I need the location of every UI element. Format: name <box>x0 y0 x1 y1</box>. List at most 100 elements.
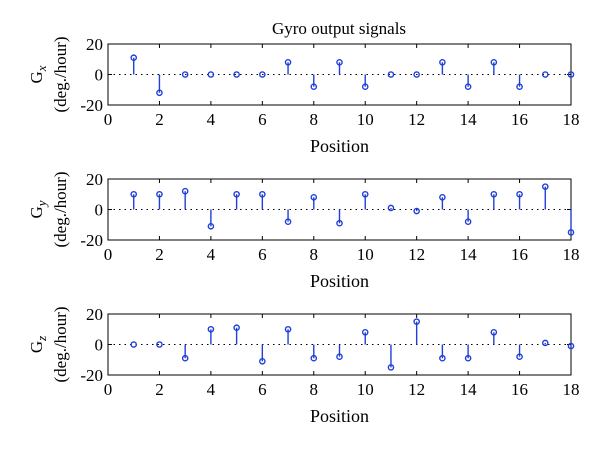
y-axis-symbol-subscript: z <box>34 336 49 342</box>
stem-marker-z-8 <box>310 354 318 362</box>
stem-marker-y-8 <box>310 193 318 201</box>
y-axis-symbol-letter: G <box>27 341 46 353</box>
stem-marker-y-18 <box>567 229 575 236</box>
stem-marker-x-18 <box>567 71 575 78</box>
x-tick-label: 10 <box>357 380 374 399</box>
stem-marker-y-10 <box>361 190 369 198</box>
stem-marker-y-12 <box>413 207 420 215</box>
y-axis-unit-x: (deg./hour) <box>51 36 70 112</box>
y-axis-unit-z: (deg./hour) <box>51 306 70 382</box>
stem-marker-x-9 <box>336 59 343 66</box>
x-axis-label-x: Position <box>310 136 369 156</box>
stem-marker-z-14 <box>464 354 472 362</box>
stem-marker-z-5 <box>233 324 240 332</box>
stem-marker-z-18 <box>567 342 575 350</box>
stem-marker-x-17 <box>541 71 549 78</box>
figure-title: Gyro output signals <box>272 19 406 38</box>
x-tick-label: 16 <box>511 245 528 264</box>
stem-marker-z-9 <box>336 353 343 361</box>
y-tick-label: -20 <box>80 231 103 250</box>
x-tick-label: 12 <box>408 380 425 399</box>
stem-marker-y-14 <box>464 218 472 225</box>
x-tick-label: 16 <box>511 380 528 399</box>
x-axis-label-y: Position <box>310 271 369 291</box>
y-axis-symbol-z: Gz <box>27 336 49 353</box>
x-tick-label: 10 <box>357 245 374 264</box>
stem-marker-x-5 <box>233 71 240 78</box>
stem-marker-x-4 <box>207 71 215 78</box>
stem-marker-z-12 <box>413 318 420 325</box>
x-tick-label: 14 <box>460 380 478 399</box>
x-tick-label: 2 <box>155 245 164 264</box>
x-tick-label: 6 <box>258 380 267 399</box>
y-axis-symbol-y: Gy <box>27 200 49 218</box>
y-tick-label: 20 <box>86 305 103 324</box>
stem-marker-z-1 <box>130 341 138 348</box>
y-tick-label: 0 <box>95 201 104 220</box>
stem-marker-y-11 <box>387 204 395 212</box>
stem-marker-y-3 <box>181 187 189 195</box>
stem-marker-x-12 <box>413 71 420 78</box>
x-tick-label: 4 <box>207 245 216 264</box>
stem-marker-x-14 <box>464 83 472 90</box>
stem-marker-y-4 <box>207 222 215 230</box>
y-tick-label: 0 <box>95 336 104 355</box>
stem-marker-x-2 <box>156 89 163 97</box>
x-tick-label: 18 <box>563 245 580 264</box>
y-axis-symbol-letter: G <box>27 206 46 218</box>
x-tick-label: 14 <box>460 110 478 129</box>
x-tick-label: 0 <box>104 110 113 129</box>
stem-marker-z-6 <box>259 357 266 365</box>
stem-marker-z-7 <box>284 325 292 333</box>
stem-marker-z-10 <box>361 328 369 336</box>
y-tick-label: 20 <box>86 35 103 54</box>
stem-marker-z-13 <box>439 354 446 362</box>
stem-marker-x-6 <box>259 71 266 78</box>
x-tick-label: 4 <box>207 110 216 129</box>
y-tick-label: 0 <box>95 66 104 85</box>
x-tick-label: 8 <box>310 245 319 264</box>
x-tick-label: 14 <box>460 245 478 264</box>
x-tick-label: 18 <box>563 110 580 129</box>
x-tick-label: 8 <box>310 110 319 129</box>
y-axis-symbol-letter: G <box>27 71 46 83</box>
stem-marker-x-15 <box>490 59 498 66</box>
stem-marker-y-15 <box>490 190 498 198</box>
x-tick-label: 18 <box>563 380 580 399</box>
stem-marker-y-17 <box>541 183 549 190</box>
stem-marker-z-11 <box>387 364 395 371</box>
y-axis-symbol-subscript: x <box>34 65 49 72</box>
stem-marker-y-1 <box>130 190 138 198</box>
stem-marker-x-7 <box>284 59 292 66</box>
stem-marker-z-17 <box>541 339 549 347</box>
stem-marker-x-3 <box>181 71 189 78</box>
stem-marker-y-5 <box>233 190 240 198</box>
stem-marker-x-8 <box>310 83 318 90</box>
x-tick-label: 12 <box>408 110 425 129</box>
x-axis-label-z: Position <box>310 406 369 426</box>
stem-marker-y-9 <box>336 219 343 227</box>
stem-marker-y-6 <box>259 190 266 198</box>
stem-marker-z-16 <box>516 353 523 361</box>
stem-marker-z-2 <box>156 341 163 348</box>
stem-marker-y-16 <box>516 190 523 198</box>
x-tick-label: 8 <box>310 380 319 399</box>
stem-marker-y-7 <box>284 218 292 225</box>
x-tick-label: 2 <box>155 380 164 399</box>
stem-marker-x-11 <box>387 71 395 78</box>
x-tick-label: 10 <box>357 110 374 129</box>
stem-marker-x-16 <box>516 83 523 90</box>
x-tick-label: 0 <box>104 380 113 399</box>
x-tick-label: 16 <box>511 110 528 129</box>
stem-marker-z-15 <box>490 328 498 336</box>
x-tick-label: 6 <box>258 110 267 129</box>
y-axis-symbol-subscript: y <box>34 200 49 208</box>
x-tick-label: 4 <box>207 380 216 399</box>
x-tick-label: 6 <box>258 245 267 264</box>
stem-marker-x-1 <box>130 54 138 62</box>
stem-marker-z-3 <box>181 354 189 362</box>
